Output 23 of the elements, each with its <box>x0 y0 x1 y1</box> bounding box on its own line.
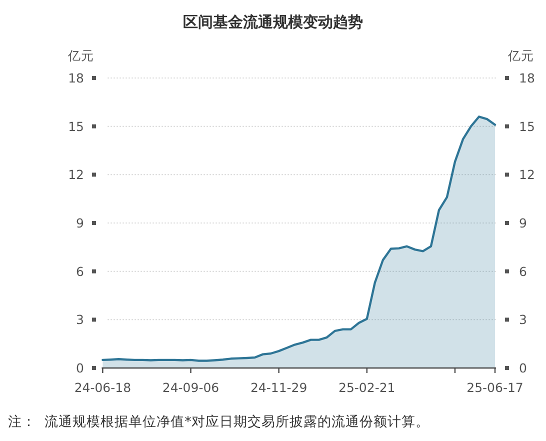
y-tick-label: 12 <box>68 167 84 182</box>
y2-tick-label: 12 <box>519 167 535 182</box>
y2-tick-label: 18 <box>519 70 535 86</box>
y2-tick-label: 6 <box>519 264 527 279</box>
y-axis-title: 亿元 <box>67 48 94 63</box>
y-tick-label: 3 <box>76 312 84 328</box>
x-tick-label: 25-02-21 <box>338 380 396 395</box>
chart-title: 区间基金流通规模变动趋势 <box>183 13 363 31</box>
y-tick-label: 6 <box>76 264 84 279</box>
y2-axis-title: 亿元 <box>507 48 534 63</box>
y2-tick-label: 15 <box>519 118 535 134</box>
y-tick-label: 9 <box>76 216 84 230</box>
y-tick-label: 15 <box>68 118 84 134</box>
text: 注： 流通规模根据单位净值*对应日期交易所披露的流通份额计算。 <box>8 414 430 430</box>
x-tick-label: 24-11-29 <box>250 380 308 395</box>
y-tick-label: 0 <box>76 360 84 376</box>
y2-tick-label: 3 <box>519 312 527 328</box>
x-tick-label: 24-09-06 <box>162 380 220 395</box>
x-tick-label: 25-06-17 <box>466 380 524 395</box>
x-tick-label: 24-06-18 <box>74 380 132 395</box>
y2-tick-label: 9 <box>519 216 527 230</box>
y2-tick-label: 0 <box>519 360 527 376</box>
y-tick-label: 18 <box>68 70 84 86</box>
